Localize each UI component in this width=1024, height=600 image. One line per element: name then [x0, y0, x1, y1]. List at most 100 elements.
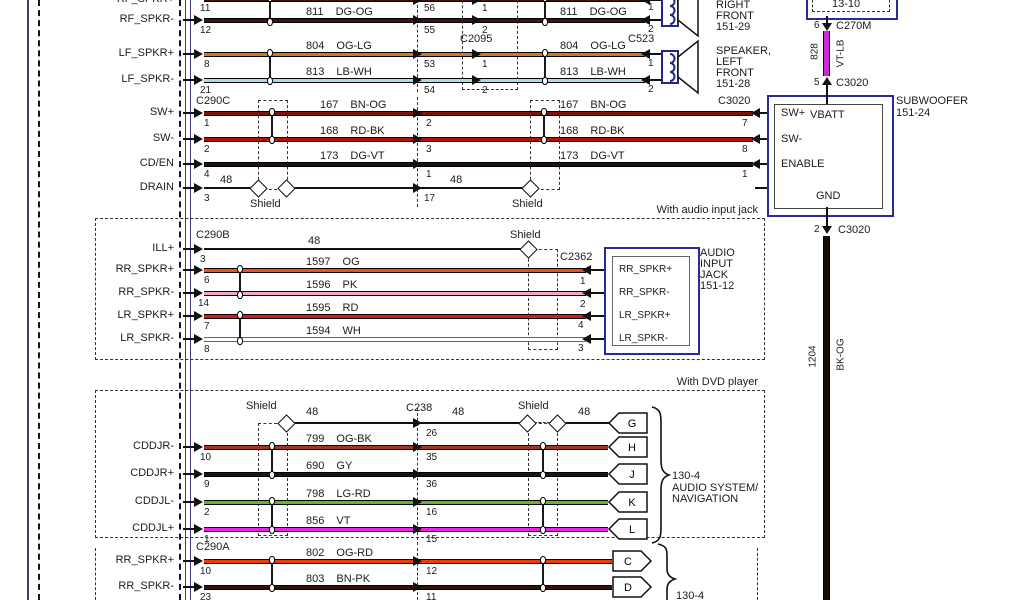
wire-label-173-right: 173 DG-VT	[560, 150, 625, 162]
pin-number: 2	[648, 24, 654, 35]
wire-label-811-left: 811 DG-OG	[306, 6, 373, 18]
svg-text:L: L	[629, 524, 635, 536]
connector-arrow-up	[822, 77, 832, 85]
wire-label-bk-og: BK-OG	[835, 338, 847, 371]
connector-label-c290a: C290A	[196, 541, 230, 553]
subwoofer-pin-sw-minus: SW-	[781, 133, 803, 145]
twisted-pair-symbol	[266, 0, 274, 27]
wire-1595-rd	[204, 314, 586, 319]
connector-arrow	[194, 334, 203, 344]
svg-text:G: G	[628, 418, 637, 430]
twisted-pair-symbol	[268, 555, 276, 593]
twisted-pair-symbol	[268, 441, 276, 480]
pin-number: 12	[426, 566, 438, 577]
pin-number: 1	[426, 169, 432, 180]
shield-label-dvd-left: Shield	[246, 400, 277, 412]
signal-label-rr2-spkr-plus: RR_SPKR+	[115, 554, 174, 566]
dvd-shield-box-right	[528, 423, 558, 536]
wire-811-rf-plus-partial	[204, 0, 645, 2]
wire-48-dvd-a	[292, 422, 522, 424]
audio-jack-pin-lr-minus: LR_SPKR-	[619, 333, 668, 344]
sw-shield-box-left	[258, 100, 288, 190]
connector-label-c238: C238	[406, 402, 433, 414]
pin-number: 26	[426, 428, 438, 439]
connector-arrow	[413, 134, 422, 144]
connector-arrow	[194, 469, 203, 479]
twisted-pair-symbol	[539, 496, 547, 535]
subwoofer-title: SUBWOOFER	[896, 95, 969, 107]
audio-input-jack-section-box	[95, 218, 765, 360]
speaker-right-front-label-3: 151-29	[716, 21, 751, 33]
connector-arrow	[472, 15, 481, 25]
pin-number: 14	[198, 298, 210, 309]
connector-tag-d: D	[612, 576, 653, 598]
signal-label-lr-spkr-minus: LR_SPKR-	[120, 332, 174, 344]
wire-label-1595: 1595 RD	[306, 302, 359, 314]
pin-number: 2	[580, 299, 586, 310]
signal-label-rf-spkr-plus: RF_SPKR+	[88, 0, 174, 5]
bottom-section-right-dashed	[757, 548, 758, 600]
pin-number: 11	[426, 592, 437, 600]
connector-arrow-down	[822, 23, 832, 31]
wire-799-og-bk	[204, 445, 608, 450]
pin-number: 3	[578, 343, 584, 354]
connector-label-c2095: C2095	[460, 33, 493, 45]
shield-label-dvd-right: Shield	[518, 400, 549, 412]
wire-label-690: 690 GY	[306, 460, 353, 472]
pin-number: 4	[204, 169, 210, 180]
connector-arrow	[194, 183, 203, 193]
signal-label-drain: DRAIN	[139, 181, 174, 193]
connector-label-c270m: C270M	[836, 20, 872, 32]
connector-arrow	[194, 288, 203, 298]
wire-label-167-left: 167 BN-OG	[320, 99, 387, 111]
wire-label-48-dvd-a: 48	[306, 406, 319, 418]
svg-text:C: C	[624, 556, 632, 568]
wire-48-drain-a	[204, 187, 254, 189]
pin-number: 2	[814, 224, 820, 235]
connector-arrow	[413, 469, 422, 479]
bottom-section-left-dashed	[95, 548, 96, 600]
nav-unit-name-2: NAVIGATION	[672, 493, 739, 505]
wire-label-48-dvd-b: 48	[452, 406, 465, 418]
pin-number: 12	[200, 25, 212, 36]
pin-number: 9	[204, 479, 210, 490]
connector-arrow	[582, 334, 591, 344]
pin-number: 1	[648, 58, 654, 69]
wire-798-lg-rd	[204, 500, 608, 505]
signal-label-cddjl-plus: CDDJL+	[132, 522, 174, 534]
wire-label-856: 856 VT	[306, 515, 351, 527]
wire-label-1597: 1597 OG	[306, 256, 360, 268]
audio-jack-pin-rr-plus: RR_SPKR+	[619, 264, 673, 275]
wire-173-dg-vt	[204, 162, 753, 167]
wire-label-1596: 1596 PK	[306, 279, 358, 291]
connector-arrow	[194, 108, 203, 118]
subwoofer-pin-vbatt: VBATT	[810, 109, 845, 121]
signal-label-ill: ILL+	[152, 242, 174, 254]
inline-connector-dashed-bottom	[417, 548, 418, 600]
connector-arrow	[413, 442, 422, 452]
wire-label-173-left: 173 DG-VT	[320, 150, 385, 162]
signal-label-lr-spkr-plus: LR_SPKR+	[117, 309, 174, 321]
wire-1596-pk	[204, 291, 586, 296]
sw-shield-box-right	[530, 100, 560, 190]
wire-813-lb-wh	[204, 78, 645, 83]
c2095-dashed-box	[462, 0, 518, 90]
connector-arrow	[194, 134, 203, 144]
subwoofer-inner-box	[774, 104, 883, 209]
pin-number: 2	[204, 144, 210, 155]
wire-48-dvd-dashed-gap	[534, 422, 550, 423]
wire-48-drain-b	[290, 187, 526, 189]
wire-803-bn-pk	[204, 585, 612, 590]
pin-number: 15	[426, 534, 438, 545]
wire-label-48-ill: 48	[308, 235, 321, 247]
signal-label-rr-spkr-minus: RR_SPKR-	[118, 286, 174, 298]
wire-label-vt-lb: VT-LB	[835, 39, 847, 68]
signal-label-cddjr-plus: CDDJR+	[130, 467, 174, 479]
wire-label-813-left: 813 LB-WH	[306, 66, 372, 78]
pin-number: 1	[648, 2, 654, 13]
pin-number: 8	[204, 59, 210, 70]
brace-nav-unit-bottom	[657, 543, 678, 600]
wire-label-168-right: 168 RD-BK	[560, 125, 625, 137]
pin-number: 8	[742, 144, 748, 155]
subwoofer-pin-gnd: GND	[816, 190, 841, 202]
